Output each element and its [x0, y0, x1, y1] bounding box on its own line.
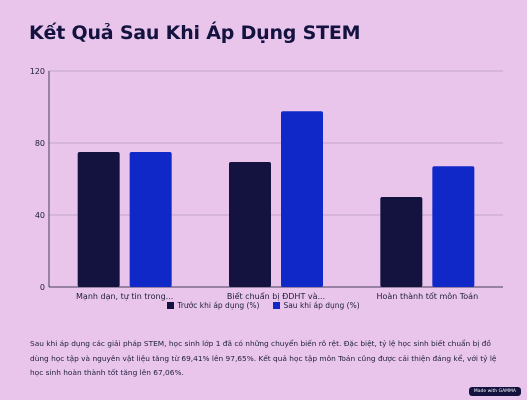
- bar: [432, 166, 475, 287]
- bar: [77, 152, 120, 287]
- chart-legend: Trước khi áp dụng (%) Sau khi áp dụng (%…: [0, 301, 527, 310]
- x-tick-label: Hoàn thành tốt môn Toán: [377, 291, 479, 301]
- legend-label-after: Sau khi áp dụng (%): [283, 301, 360, 310]
- bar: [229, 162, 271, 287]
- y-tick-label: 0: [40, 283, 45, 292]
- legend-item-before: Trước khi áp dụng (%): [167, 301, 259, 310]
- x-tick-label: Biết chuẩn bị ĐDHT và...: [227, 291, 325, 302]
- chart-title: Kết Quả Sau Khi Áp Dụng STEM: [29, 22, 361, 44]
- legend-label-before: Trước khi áp dụng (%): [177, 301, 260, 310]
- bar: [380, 197, 423, 287]
- legend-item-after: Sau khi áp dụng (%): [273, 301, 360, 310]
- bar: [281, 111, 323, 287]
- description-text: Sau khi áp dụng các giải pháp STEM, học …: [30, 339, 497, 377]
- legend-swatch-after: [273, 302, 281, 309]
- y-tick-label: 80: [35, 139, 45, 148]
- y-tick-label: 120: [30, 67, 45, 76]
- x-tick-label: Mạnh dạn, tự tin trong...: [76, 292, 173, 302]
- made-with-badge[interactable]: Made with GAMMA: [468, 387, 521, 396]
- legend-swatch-before: [167, 302, 175, 309]
- bar: [129, 152, 172, 287]
- y-tick-label: 40: [35, 211, 45, 220]
